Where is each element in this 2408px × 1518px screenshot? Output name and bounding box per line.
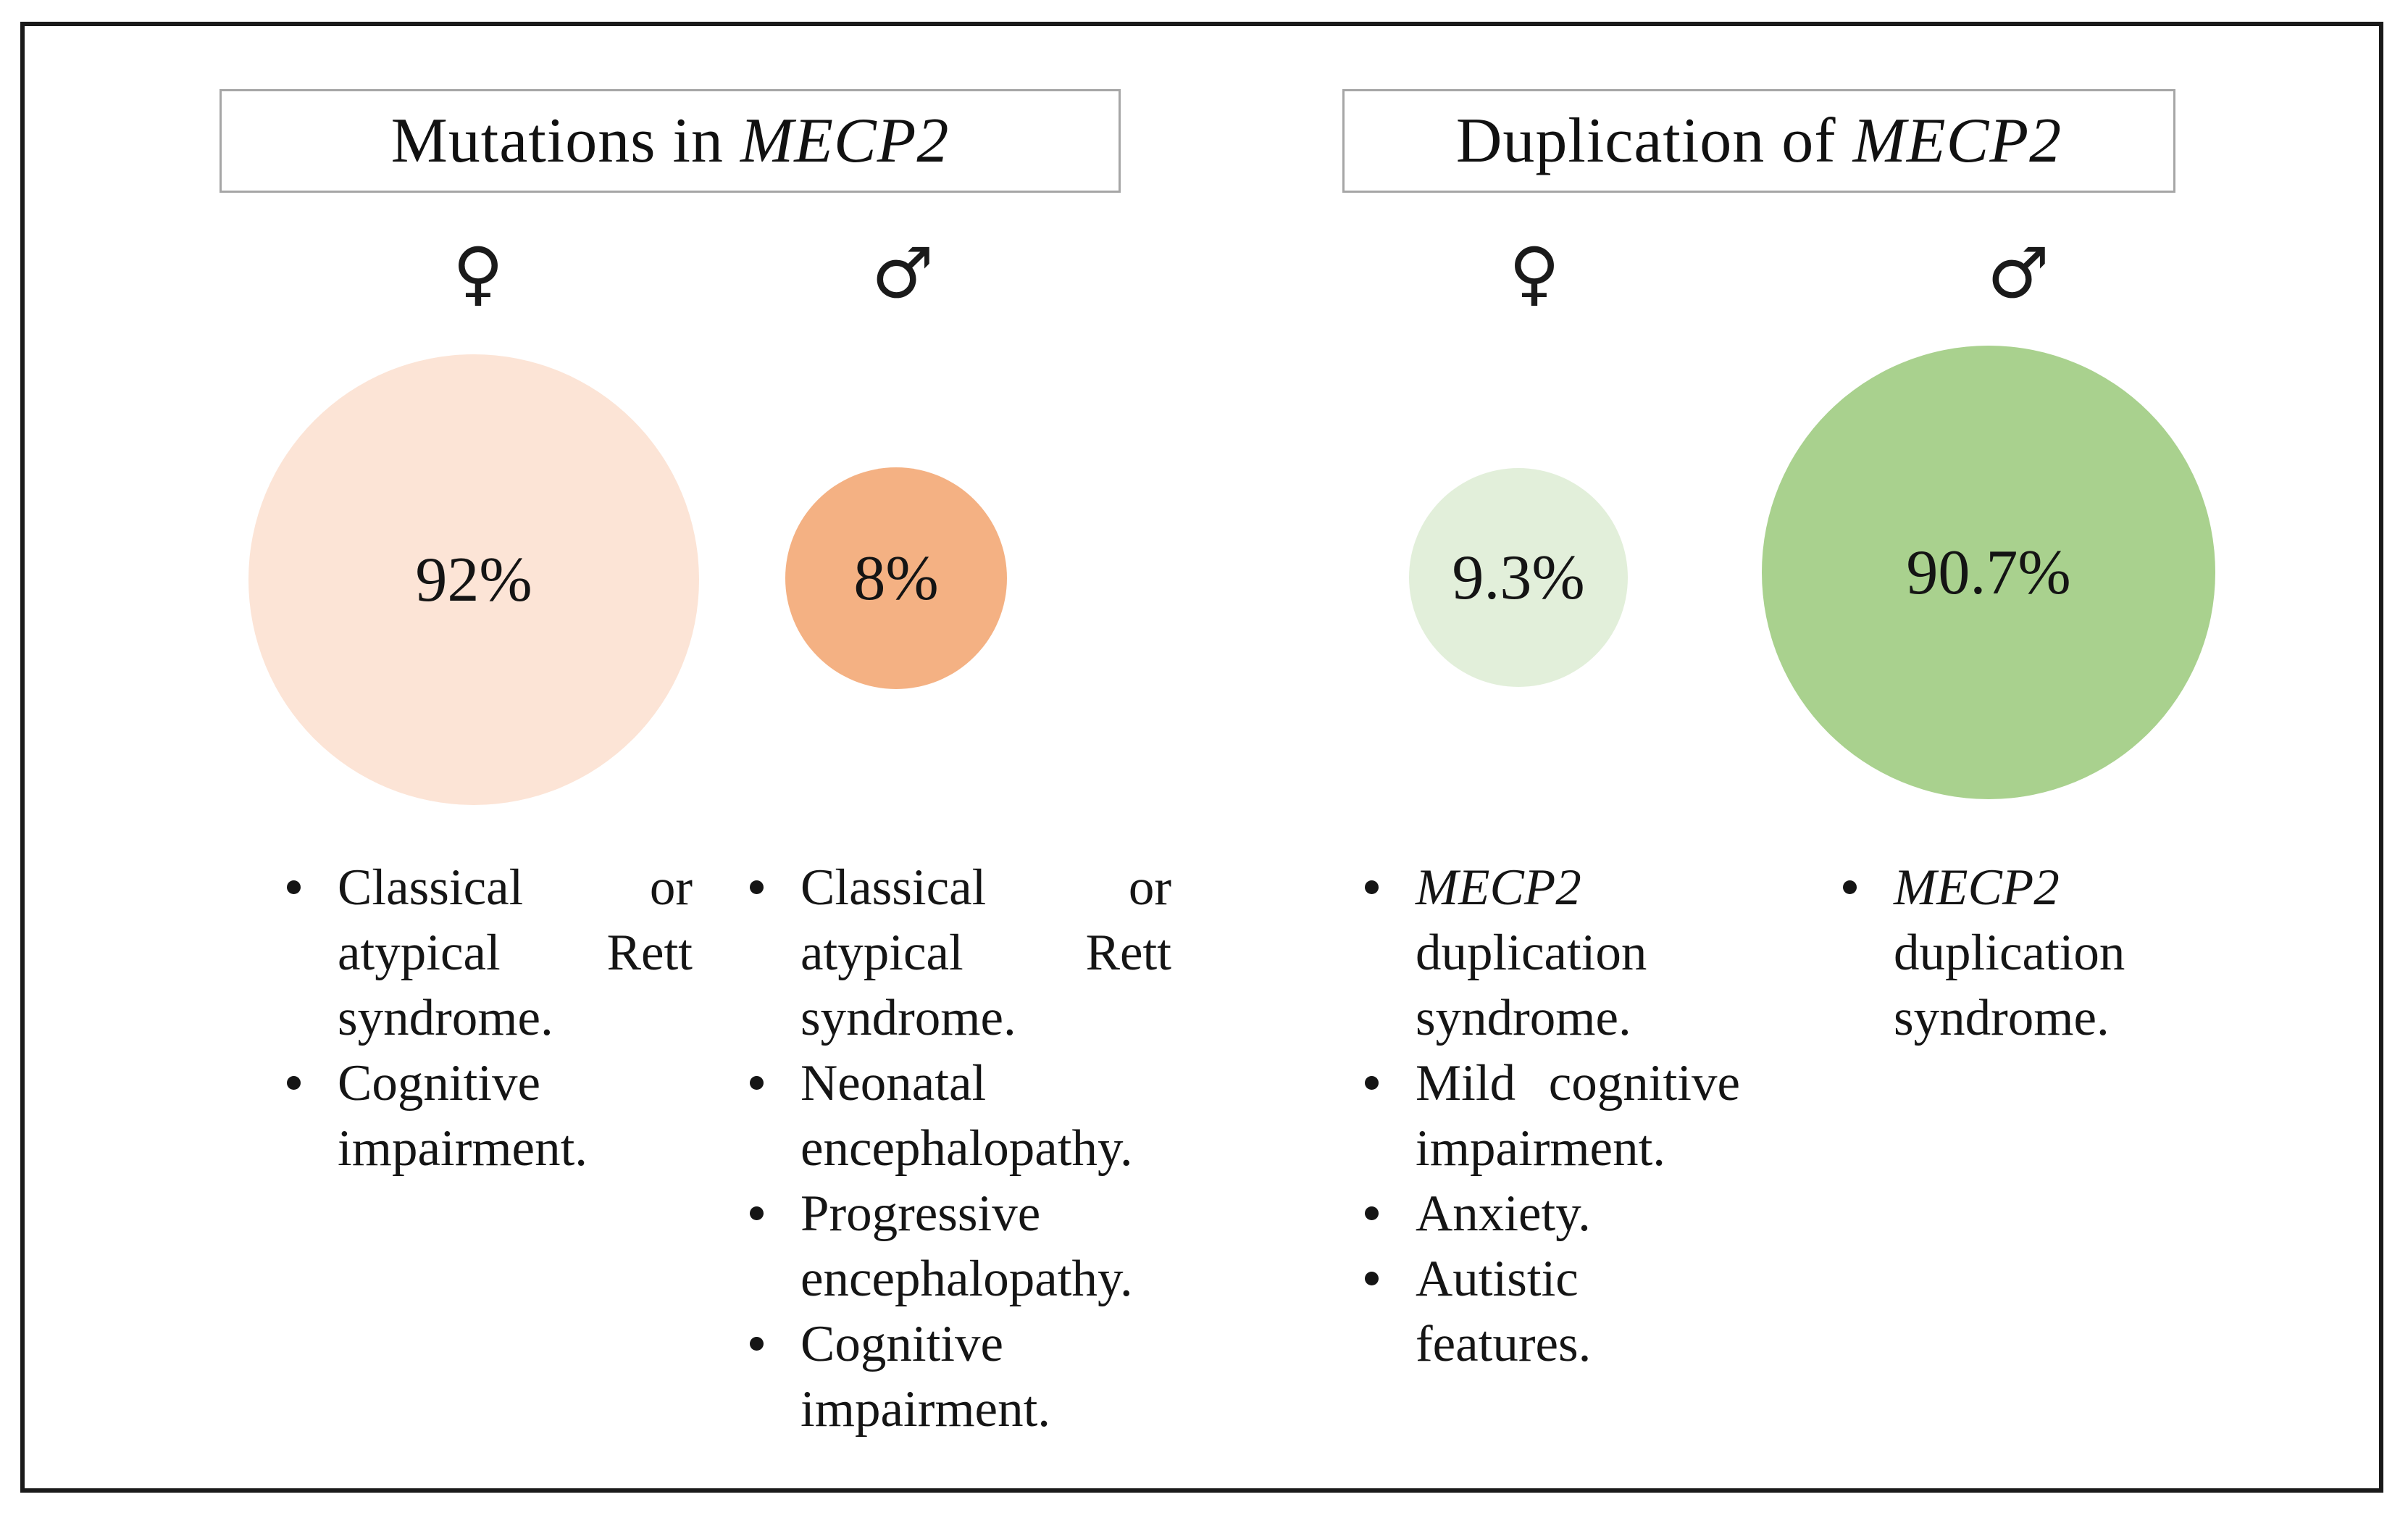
gene-name: MECP2 — [1894, 859, 2060, 916]
list-item: Cognitive impairment. — [287, 1051, 693, 1181]
bubble-male-duplication: 90.7% — [1762, 346, 2215, 799]
female-icon: ♀ — [452, 233, 504, 314]
list-item: MECP2 duplication syndrome. — [1843, 855, 2207, 1051]
feature-list-male-mutation: Classical or atypical Rett syndrome. Neo… — [750, 855, 1171, 1442]
list-item-text: MECP2 duplication syndrome. — [1416, 855, 1740, 1051]
bullet-icon — [287, 855, 338, 894]
bullet-icon — [1365, 1051, 1416, 1090]
bullet-icon — [1365, 1246, 1416, 1285]
bubble-female-duplication: 9.3% — [1409, 468, 1628, 687]
bullet-icon — [287, 1051, 338, 1090]
list-item-text-rest: duplication syndrome. — [1894, 925, 2125, 1046]
list-item-text-rest: duplication syndrome. — [1416, 925, 1647, 1046]
female-icon: ♀ — [1508, 233, 1560, 314]
list-item-text: Classical or atypical Rett syndrome. — [800, 859, 1171, 1046]
bullet-icon — [750, 855, 800, 894]
panel-title-mutations: Mutations in MECP2 — [220, 89, 1121, 193]
panel-title-prefix: Duplication of — [1455, 106, 1853, 176]
list-item-text: Mild cognitive impairment. — [1416, 1055, 1740, 1177]
bullet-icon — [750, 1311, 800, 1351]
list-item-text: Neonatal encephalopathy. — [800, 1055, 1133, 1177]
panel-title-prefix: Mutations in — [390, 106, 740, 176]
list-item: Autistic features. — [1365, 1246, 1740, 1377]
bullet-icon — [1365, 1181, 1416, 1220]
list-item-text: Cognitive impairment. — [338, 1055, 588, 1177]
male-icon: ♂ — [871, 233, 935, 314]
percent-label: 92% — [415, 544, 532, 615]
bullet-icon — [750, 1051, 800, 1090]
list-item-text: Anxiety. — [1416, 1185, 1591, 1242]
list-item-text: MECP2 duplication syndrome. — [1894, 855, 2207, 1051]
feature-list-male-duplication: MECP2 duplication syndrome. — [1843, 855, 2207, 1051]
gene-name: MECP2 — [740, 106, 950, 176]
list-item-text: Cognitive impairment. — [800, 1316, 1051, 1438]
list-item: Anxiety. — [1365, 1181, 1740, 1246]
figure-border — [20, 22, 2383, 1493]
bullet-icon — [1843, 855, 1894, 894]
bubble-male-mutation: 8% — [785, 467, 1007, 689]
percent-label: 9.3% — [1452, 542, 1585, 613]
percent-label: 8% — [853, 543, 939, 614]
list-item: Classical or atypical Rett syndrome. — [287, 855, 693, 1051]
list-item: Neonatal encephalopathy. — [750, 1051, 1171, 1181]
list-item-text: Progressive encephalopathy. — [800, 1185, 1133, 1307]
list-item-text: Autistic features. — [1416, 1251, 1592, 1372]
bullet-icon — [750, 1181, 800, 1220]
list-item: Mild cognitive impairment. — [1365, 1051, 1740, 1181]
gene-name: MECP2 — [1416, 859, 1581, 916]
feature-list-female-mutation: Classical or atypical Rett syndrome. Cog… — [287, 855, 693, 1181]
list-item-text: Classical or atypical Rett syndrome. — [338, 859, 693, 1046]
list-item: Progressive encephalopathy. — [750, 1181, 1171, 1311]
list-item: MECP2 duplication syndrome. — [1365, 855, 1740, 1051]
percent-label: 90.7% — [1906, 537, 2071, 608]
male-icon: ♂ — [1986, 233, 2050, 314]
gene-name: MECP2 — [1852, 106, 2062, 176]
list-item: Cognitive impairment. — [750, 1311, 1171, 1442]
list-item: Classical or atypical Rett syndrome. — [750, 855, 1171, 1051]
panel-title-duplication: Duplication of MECP2 — [1342, 89, 2175, 193]
bubble-female-mutation: 92% — [248, 354, 699, 805]
bullet-icon — [1365, 855, 1416, 894]
feature-list-female-duplication: MECP2 duplication syndrome. Mild cogniti… — [1365, 855, 1740, 1377]
